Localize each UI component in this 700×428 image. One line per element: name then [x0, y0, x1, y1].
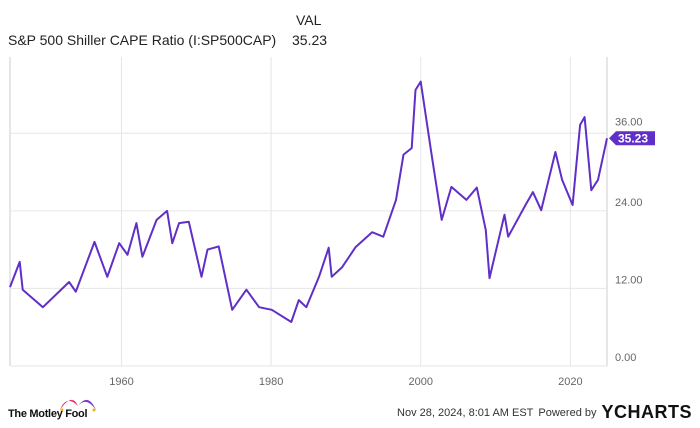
jester-hat-icon [60, 399, 96, 412]
ycharts-text: YCHARTS [601, 402, 692, 422]
y-tick-label: 0.00 [615, 352, 636, 364]
x-tick-label: 2000 [408, 376, 432, 388]
ycharts-logo: YCHARTS [601, 402, 692, 423]
last-value-label: 35.23 [618, 131, 648, 145]
x-tick-label: 1980 [259, 376, 283, 388]
x-tick-label: 2020 [558, 376, 582, 388]
motley-fool-logo: The Motley Fool [8, 392, 103, 422]
x-tick-label: 1960 [109, 376, 133, 388]
powered-by: Powered by [538, 406, 597, 419]
y-tick-label: 12.00 [615, 274, 643, 286]
line-chart: 1960 1980 2000 2020 0.00 12.00 24.00 36.00 35.2… [9, 57, 655, 388]
value-header: VAL [296, 12, 322, 28]
y-tick-label: 36.00 [615, 116, 643, 128]
footer-attribution: Nov 28, 2024, 8:01 AM EST Powered by YCH… [397, 402, 692, 423]
brand-text: The Motley Fool [8, 408, 88, 420]
timestamp: Nov 28, 2024, 8:01 AM EST [397, 406, 534, 419]
series-label: S&P 500 Shiller CAPE Ratio (I:SP500CAP) [8, 32, 277, 48]
series-line [9, 80, 608, 323]
series-value: 35.23 [292, 32, 328, 48]
last-value-tag: 35.23 [609, 131, 655, 146]
y-tick-label: 24.00 [615, 197, 643, 209]
